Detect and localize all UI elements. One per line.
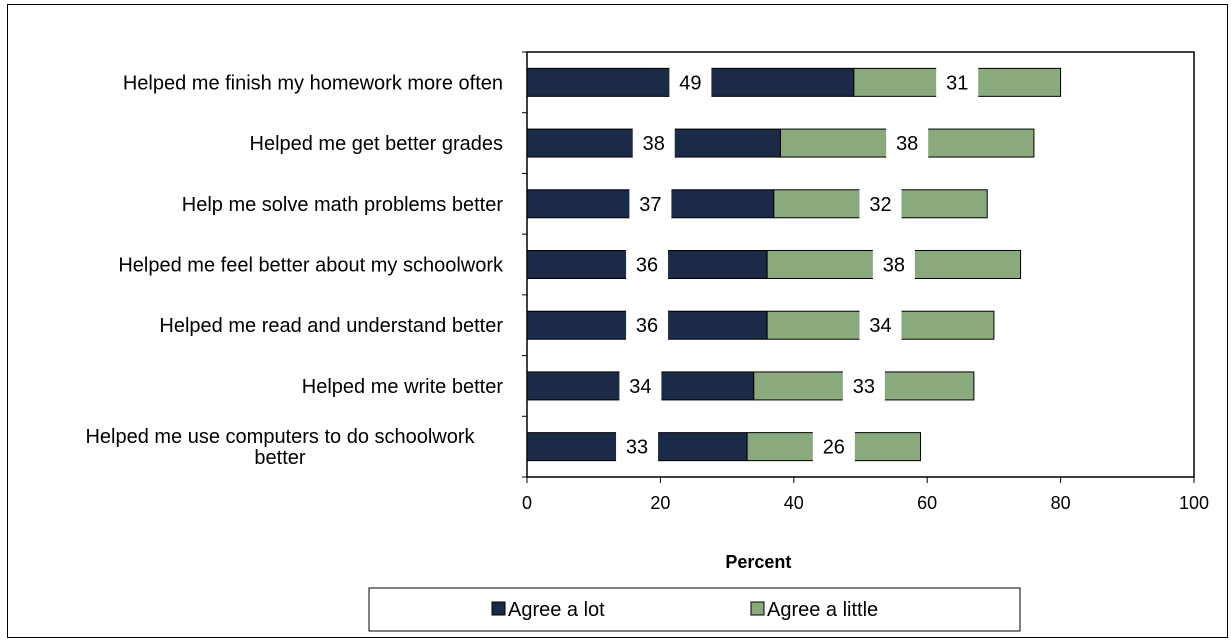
category-label: Helped me read and understand better xyxy=(159,315,503,337)
data-label-bg xyxy=(936,67,979,98)
legend-box xyxy=(368,587,1021,632)
data-label: 36 xyxy=(636,315,658,337)
category-label: Helped me use computers to do schoolwork… xyxy=(85,426,475,469)
x-tick-label: 100 xyxy=(1179,493,1209,513)
data-label: 49 xyxy=(679,72,701,94)
legend: Agree a lot Agree a little xyxy=(368,587,1021,632)
x-tick-label: 60 xyxy=(917,493,937,513)
x-axis: 0 20 40 60 80 100 xyxy=(522,477,1209,513)
data-label-bg xyxy=(626,249,669,280)
data-label: 38 xyxy=(896,133,918,155)
data-label: 36 xyxy=(636,255,658,277)
data-label: 32 xyxy=(869,194,891,216)
data-label-bg xyxy=(619,370,662,401)
legend-swatch xyxy=(491,601,506,616)
data-label-bg xyxy=(626,310,669,341)
data-label: 38 xyxy=(883,255,905,277)
x-tick-label: 0 xyxy=(522,493,532,513)
data-label: 31 xyxy=(946,72,968,94)
data-label-bg xyxy=(842,370,885,401)
category-label: Helped me feel better about my schoolwor… xyxy=(118,255,504,277)
category-label: Helped me get better grades xyxy=(250,133,504,155)
data-label-bg xyxy=(669,67,712,98)
data-label-bg xyxy=(629,188,672,219)
plot-area: 49 31 38 38 37 32 36 38 36 34 34 33 33 26 xyxy=(522,51,1195,478)
data-label-bg xyxy=(886,128,929,159)
legend-entry: Agree a lot xyxy=(508,599,605,621)
category-label: Helped me write better xyxy=(302,376,504,398)
data-label: 37 xyxy=(639,194,661,216)
chart-frame xyxy=(7,4,1228,638)
data-label: 34 xyxy=(629,376,651,398)
data-label-bg xyxy=(859,188,902,219)
legend-entry: Agree a little xyxy=(767,599,878,621)
x-tick-label: 80 xyxy=(1051,493,1071,513)
data-label-bg xyxy=(616,431,659,462)
data-label: 26 xyxy=(823,437,845,459)
category-label: Helped me finish my homework more often xyxy=(123,72,503,94)
legend-swatch xyxy=(750,601,765,616)
x-tick-label: 40 xyxy=(784,493,804,513)
data-label-bg xyxy=(632,128,675,159)
data-label: 34 xyxy=(869,315,891,337)
category-label: Help me solve math problems better xyxy=(182,194,504,216)
category-labels: Helped me finish my homework more often H… xyxy=(85,72,504,469)
data-label: 33 xyxy=(853,376,875,398)
data-label-bg xyxy=(812,431,855,462)
data-label-bg xyxy=(872,249,915,280)
x-tick-label: 20 xyxy=(650,493,670,513)
data-label: 38 xyxy=(643,133,665,155)
x-axis-label: Percent xyxy=(725,552,791,572)
data-label: 33 xyxy=(626,437,648,459)
data-label-bg xyxy=(859,310,902,341)
